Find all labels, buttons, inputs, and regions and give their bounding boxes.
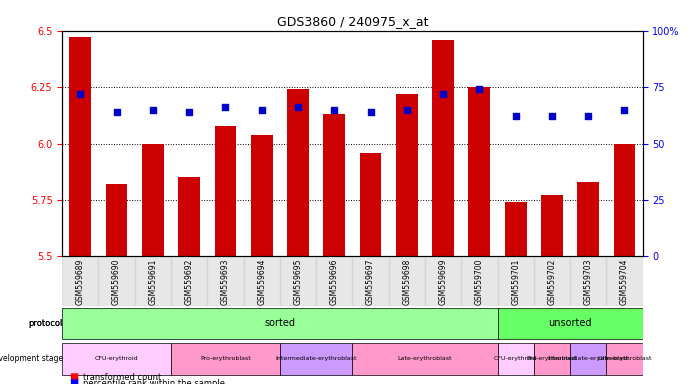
- Text: GSM559691: GSM559691: [149, 259, 158, 305]
- FancyBboxPatch shape: [570, 343, 607, 374]
- Text: CFU-erythroid: CFU-erythroid: [95, 356, 138, 361]
- Bar: [69, 38, 91, 257]
- Bar: [425, 257, 462, 306]
- Point: [184, 109, 195, 115]
- Bar: [62, 257, 98, 306]
- Text: Intermediate-erythroblast: Intermediate-erythroblast: [547, 356, 629, 361]
- Bar: [214, 126, 236, 257]
- Point: [474, 86, 485, 93]
- Point: [329, 107, 340, 113]
- Bar: [280, 257, 316, 306]
- FancyBboxPatch shape: [62, 308, 498, 339]
- Bar: [360, 152, 381, 257]
- Text: GSM559692: GSM559692: [184, 259, 193, 305]
- Point: [292, 104, 303, 111]
- Text: GSM559703: GSM559703: [584, 259, 593, 305]
- Text: GSM559695: GSM559695: [294, 259, 303, 305]
- Text: GSM559702: GSM559702: [547, 259, 556, 305]
- Text: Pro-erythroblast: Pro-erythroblast: [527, 356, 577, 361]
- Text: GSM559701: GSM559701: [511, 259, 520, 305]
- Text: ■: ■: [69, 378, 78, 384]
- Text: sorted: sorted: [265, 318, 295, 328]
- Bar: [607, 257, 643, 306]
- Text: Late-erythroblast: Late-erythroblast: [597, 356, 652, 361]
- Text: percentile rank within the sample: percentile rank within the sample: [83, 379, 225, 384]
- Bar: [504, 202, 527, 257]
- Bar: [142, 144, 164, 257]
- Point: [75, 91, 86, 97]
- Bar: [244, 257, 280, 306]
- Point: [437, 91, 448, 97]
- Point: [401, 107, 413, 113]
- Text: GSM559698: GSM559698: [402, 259, 411, 305]
- Bar: [316, 257, 352, 306]
- FancyBboxPatch shape: [533, 343, 570, 374]
- Text: ■: ■: [69, 372, 78, 382]
- Bar: [323, 114, 346, 257]
- Bar: [396, 94, 417, 257]
- Bar: [352, 257, 388, 306]
- Text: GSM559693: GSM559693: [221, 259, 230, 305]
- Text: transformed count: transformed count: [83, 373, 161, 382]
- Point: [619, 107, 630, 113]
- Text: Pro-erythroblast: Pro-erythroblast: [200, 356, 251, 361]
- Point: [510, 113, 521, 119]
- Bar: [106, 184, 127, 257]
- Bar: [570, 257, 607, 306]
- Text: GSM559704: GSM559704: [620, 259, 629, 305]
- FancyBboxPatch shape: [352, 343, 498, 374]
- FancyBboxPatch shape: [498, 308, 643, 339]
- FancyBboxPatch shape: [171, 343, 280, 374]
- FancyBboxPatch shape: [498, 343, 533, 374]
- Bar: [98, 257, 135, 306]
- Bar: [287, 89, 309, 257]
- Bar: [533, 257, 570, 306]
- Title: GDS3860 / 240975_x_at: GDS3860 / 240975_x_at: [276, 15, 428, 28]
- Bar: [462, 257, 498, 306]
- Text: GSM559697: GSM559697: [366, 259, 375, 305]
- Text: Intermediate-erythroblast: Intermediate-erythroblast: [276, 356, 357, 361]
- FancyBboxPatch shape: [607, 343, 643, 374]
- Text: unsorted: unsorted: [549, 318, 591, 328]
- Text: CFU-erythroid: CFU-erythroid: [494, 356, 538, 361]
- Bar: [135, 257, 171, 306]
- Bar: [171, 257, 207, 306]
- Bar: [251, 134, 272, 257]
- Text: protocol: protocol: [28, 319, 62, 328]
- Point: [147, 107, 158, 113]
- Bar: [541, 195, 562, 257]
- Point: [256, 107, 267, 113]
- Point: [111, 109, 122, 115]
- Text: GSM559689: GSM559689: [76, 259, 85, 305]
- Text: GSM559694: GSM559694: [257, 259, 266, 305]
- Bar: [468, 87, 491, 257]
- Text: GSM559690: GSM559690: [112, 259, 121, 305]
- Bar: [614, 144, 636, 257]
- FancyBboxPatch shape: [62, 343, 171, 374]
- Bar: [578, 182, 599, 257]
- Point: [583, 113, 594, 119]
- Text: protocol: protocol: [28, 319, 62, 328]
- Bar: [498, 257, 533, 306]
- Bar: [178, 177, 200, 257]
- Text: Late-erythroblast: Late-erythroblast: [398, 356, 452, 361]
- Text: GSM559699: GSM559699: [439, 259, 448, 305]
- Text: GSM559700: GSM559700: [475, 259, 484, 305]
- Point: [365, 109, 376, 115]
- FancyBboxPatch shape: [280, 343, 352, 374]
- Point: [547, 113, 558, 119]
- Bar: [207, 257, 243, 306]
- Bar: [433, 40, 454, 257]
- Text: GSM559696: GSM559696: [330, 259, 339, 305]
- Bar: [388, 257, 425, 306]
- Text: development stage: development stage: [0, 354, 63, 363]
- Point: [220, 104, 231, 111]
